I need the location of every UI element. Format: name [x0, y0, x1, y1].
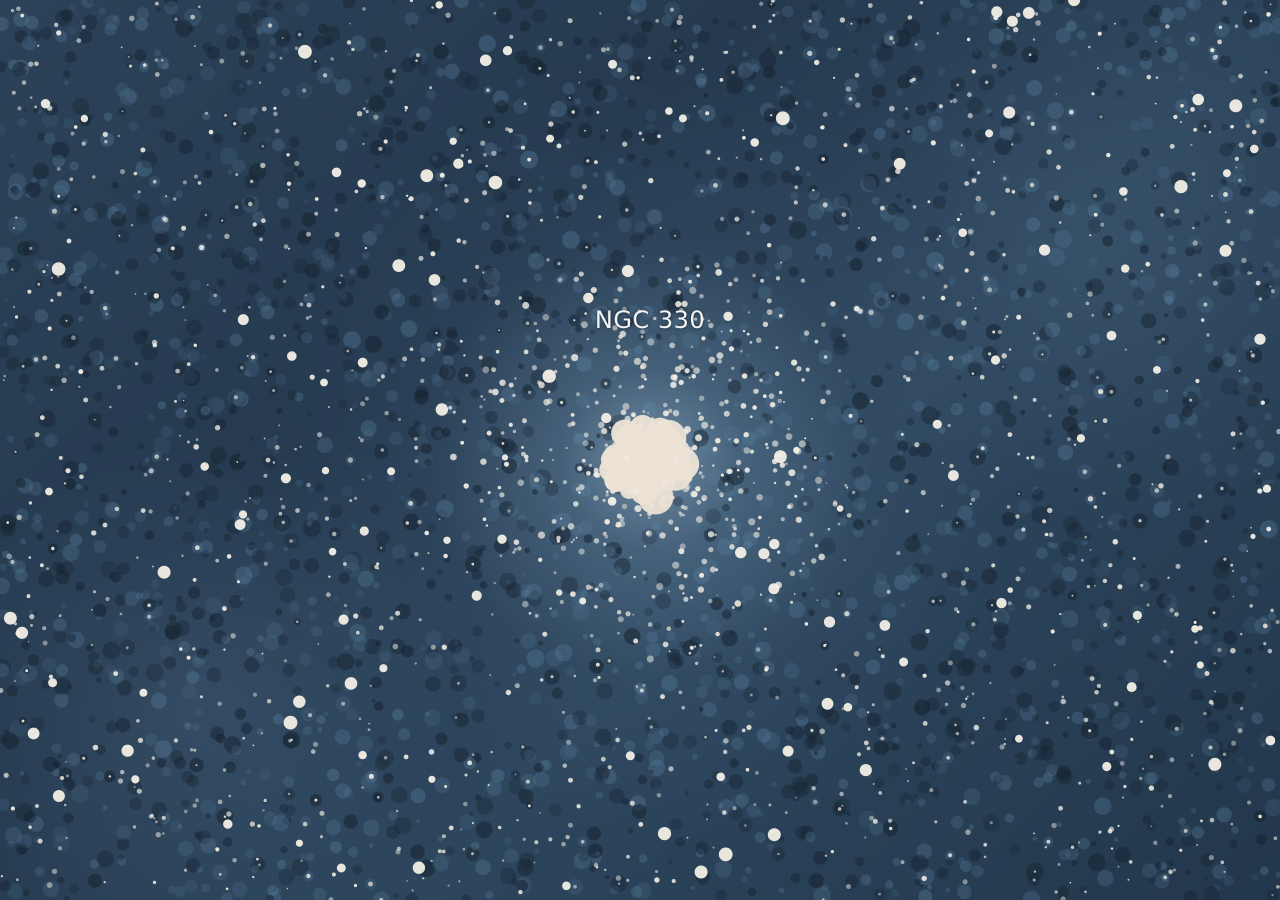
cluster-core [599, 414, 700, 515]
cluster-label: NGC 330 [594, 306, 706, 334]
